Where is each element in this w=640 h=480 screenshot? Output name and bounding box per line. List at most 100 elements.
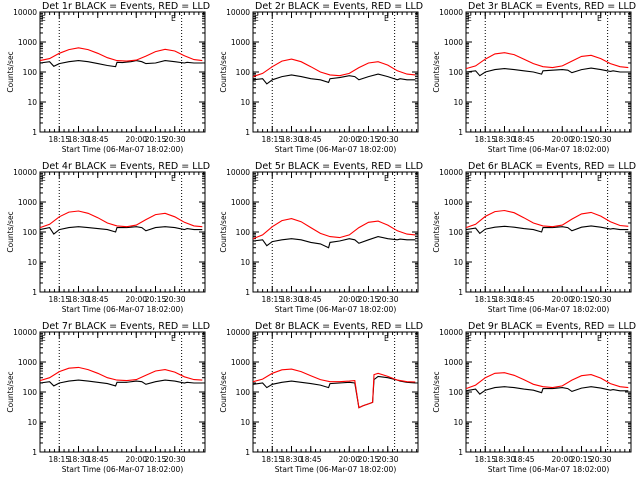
x-tick-label: 18:15 xyxy=(474,295,496,304)
y-tick-label: 1000 xyxy=(231,198,250,207)
x-tick-label: 18:45 xyxy=(300,295,322,304)
y-axis-title: Counts/sec xyxy=(6,51,15,92)
chart-panel-6: Det 6r BLACK = Events, RED = LLD E E 1 10 100… xyxy=(432,161,636,314)
corner-mark: E xyxy=(597,14,602,23)
chart-panel-8: Det 8r BLACK = Events, RED = LLD E E 1 10 100… xyxy=(219,321,423,474)
chart-title: Det 1r BLACK = Events, RED = LLD xyxy=(42,1,210,12)
x-tick-label: 20:15 xyxy=(571,135,593,144)
chart-panel-1: Det 1r BLACK = Events, RED = LLD E E 1 10 100… xyxy=(6,1,210,154)
plot-frame xyxy=(252,11,419,133)
plot-frame xyxy=(465,11,632,133)
x-tick-label: 18:30 xyxy=(494,135,516,144)
x-tick-label: 20:00 xyxy=(551,455,573,464)
y-tick-label: 1 xyxy=(458,448,463,457)
x-tick-label: 18:30 xyxy=(68,295,90,304)
x-tick-label: 20:30 xyxy=(590,455,612,464)
series-line-lld xyxy=(465,52,629,70)
x-axis-title: Start Time (06-Mar-07 18:02:00) xyxy=(275,465,397,474)
x-tick-label: 18:45 xyxy=(87,295,109,304)
y-tick-label: 10000 xyxy=(439,168,463,177)
series-line-events xyxy=(252,236,416,249)
corner-mark: E xyxy=(384,334,389,343)
y-tick-label: 1 xyxy=(458,128,463,137)
x-tick-label: 20:15 xyxy=(145,295,167,304)
corner-mark: E xyxy=(171,14,176,23)
y-tick-label: 1 xyxy=(245,128,250,137)
y-tick-label: 100 xyxy=(23,388,38,397)
x-axis-title: Start Time (06-Mar-07 18:02:00) xyxy=(275,145,397,154)
series-line-lld xyxy=(465,372,629,390)
chart-title: Det 5r BLACK = Events, RED = LLD xyxy=(255,161,423,172)
y-tick-label: 1000 xyxy=(18,38,37,47)
y-tick-label: 10 xyxy=(240,258,250,267)
y-axis-title: Counts/sec xyxy=(219,371,228,412)
x-tick-label: 18:15 xyxy=(474,455,496,464)
x-tick-label: 18:30 xyxy=(68,135,90,144)
plot-frame xyxy=(465,171,632,293)
y-tick-label: 1 xyxy=(32,448,37,457)
x-tick-label: 20:15 xyxy=(358,135,380,144)
series-line-events xyxy=(465,67,629,77)
chart-panel-3: Det 3r BLACK = Events, RED = LLD E E 1 10 100… xyxy=(432,1,636,154)
y-tick-label: 10 xyxy=(453,258,463,267)
x-tick-label: 20:00 xyxy=(338,135,360,144)
x-tick-label: 18:15 xyxy=(48,135,70,144)
chart-title: Det 7r BLACK = Events, RED = LLD xyxy=(42,321,210,332)
series-line-events xyxy=(39,379,203,387)
y-tick-label: 10000 xyxy=(13,8,37,17)
y-tick-label: 100 xyxy=(23,228,38,237)
x-tick-label: 18:45 xyxy=(300,135,322,144)
x-tick-label: 18:15 xyxy=(48,295,70,304)
x-tick-label: 20:00 xyxy=(125,455,147,464)
series-line-events xyxy=(252,73,416,85)
x-tick-label: 18:30 xyxy=(281,135,303,144)
corner-mark: E xyxy=(384,14,389,23)
series-line-events xyxy=(39,226,203,235)
y-tick-label: 10 xyxy=(27,258,37,267)
x-tick-label: 20:15 xyxy=(571,455,593,464)
x-tick-label: 20:00 xyxy=(125,135,147,144)
corner-mark: E xyxy=(171,174,176,183)
series-line-lld xyxy=(39,366,203,382)
series-line-events xyxy=(465,225,629,235)
x-tick-label: 18:45 xyxy=(513,455,535,464)
y-tick-label: 10 xyxy=(240,98,250,107)
corner-mark: E xyxy=(467,174,472,183)
y-tick-label: 1 xyxy=(245,288,250,297)
x-axis-title: Start Time (06-Mar-07 18:02:00) xyxy=(275,305,397,314)
y-axis-title: Counts/sec xyxy=(219,51,228,92)
y-tick-label: 1 xyxy=(245,448,250,457)
corner-mark: E xyxy=(41,334,46,343)
x-tick-label: 20:30 xyxy=(164,295,186,304)
y-tick-label: 10 xyxy=(27,418,37,427)
series-line-events xyxy=(465,386,629,395)
corner-mark: E xyxy=(254,174,259,183)
y-tick-label: 1000 xyxy=(444,198,463,207)
x-tick-label: 18:45 xyxy=(513,295,535,304)
y-tick-label: 1000 xyxy=(444,38,463,47)
x-tick-label: 20:00 xyxy=(551,135,573,144)
y-axis-title: Counts/sec xyxy=(432,211,441,252)
y-tick-label: 10000 xyxy=(226,328,250,337)
chart-title: Det 2r BLACK = Events, RED = LLD xyxy=(255,1,423,12)
series-line-lld xyxy=(39,47,203,62)
y-tick-label: 100 xyxy=(449,228,464,237)
series-line-lld xyxy=(252,368,416,409)
x-axis-title: Start Time (06-Mar-07 18:02:00) xyxy=(62,305,184,314)
x-tick-label: 20:30 xyxy=(377,295,399,304)
y-tick-label: 100 xyxy=(23,68,38,77)
chart-panel-9: Det 9r BLACK = Events, RED = LLD E E 1 10 100… xyxy=(432,321,636,474)
chart-panel-7: Det 7r BLACK = Events, RED = LLD E E 1 10 100… xyxy=(6,321,210,474)
y-tick-label: 10 xyxy=(453,98,463,107)
y-tick-label: 1000 xyxy=(444,358,463,367)
series-line-lld xyxy=(465,209,629,229)
y-tick-label: 10 xyxy=(240,418,250,427)
x-tick-label: 20:15 xyxy=(145,135,167,144)
y-tick-label: 1 xyxy=(32,288,37,297)
y-tick-label: 1 xyxy=(458,288,463,297)
x-tick-label: 20:15 xyxy=(358,455,380,464)
x-tick-label: 20:15 xyxy=(358,295,380,304)
corner-mark: E xyxy=(254,334,259,343)
chart-panel-5: Det 5r BLACK = Events, RED = LLD E E 1 10 100… xyxy=(219,161,423,314)
